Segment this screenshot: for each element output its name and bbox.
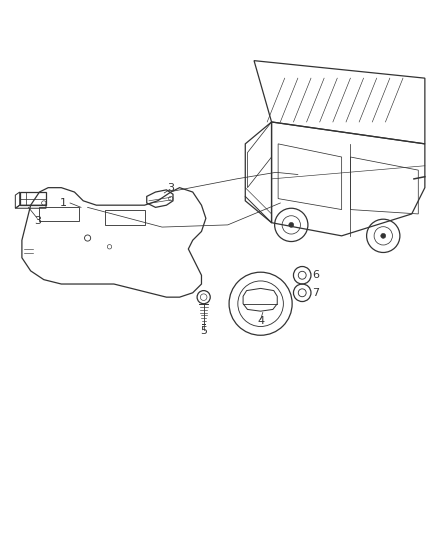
Circle shape (289, 222, 294, 228)
Text: 1: 1 (60, 198, 67, 208)
Text: 7: 7 (312, 288, 319, 298)
Text: 3: 3 (167, 183, 174, 192)
Text: 3: 3 (34, 215, 41, 225)
Text: 5: 5 (200, 326, 207, 336)
Circle shape (381, 233, 386, 238)
Text: 6: 6 (312, 270, 319, 280)
Text: 4: 4 (257, 316, 264, 326)
